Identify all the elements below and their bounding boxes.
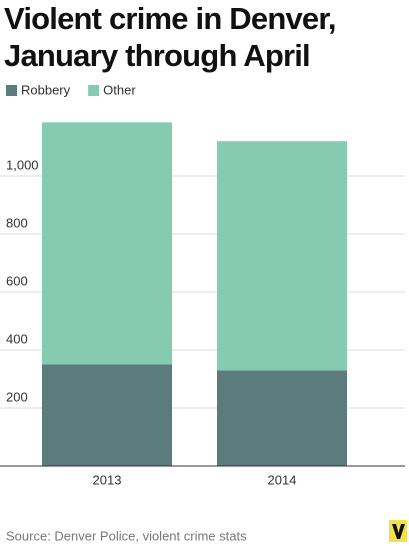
bar-segment — [217, 370, 347, 466]
legend-label: Other — [103, 82, 136, 97]
bar-segment — [42, 364, 172, 466]
y-tick-label: 400 — [6, 331, 28, 346]
legend-label: Robbery — [21, 82, 71, 97]
y-tick-label: 200 — [6, 389, 28, 404]
y-tick-label: 600 — [6, 273, 28, 288]
y-tick-label: 1,000 — [6, 157, 39, 172]
x-tick-label: 2014 — [268, 472, 297, 487]
logo — [389, 520, 407, 542]
legend-swatch — [88, 85, 100, 96]
chart-title: Violent crime in Denver, January through… — [4, 1, 337, 73]
x-tick-label: 2013 — [93, 472, 122, 487]
bar-segment — [217, 141, 347, 371]
bar-segment — [42, 122, 172, 365]
source: Source: Denver Police, violent crime sta… — [6, 528, 247, 543]
legend-swatch — [6, 85, 17, 96]
y-tick-label: 800 — [6, 215, 28, 230]
